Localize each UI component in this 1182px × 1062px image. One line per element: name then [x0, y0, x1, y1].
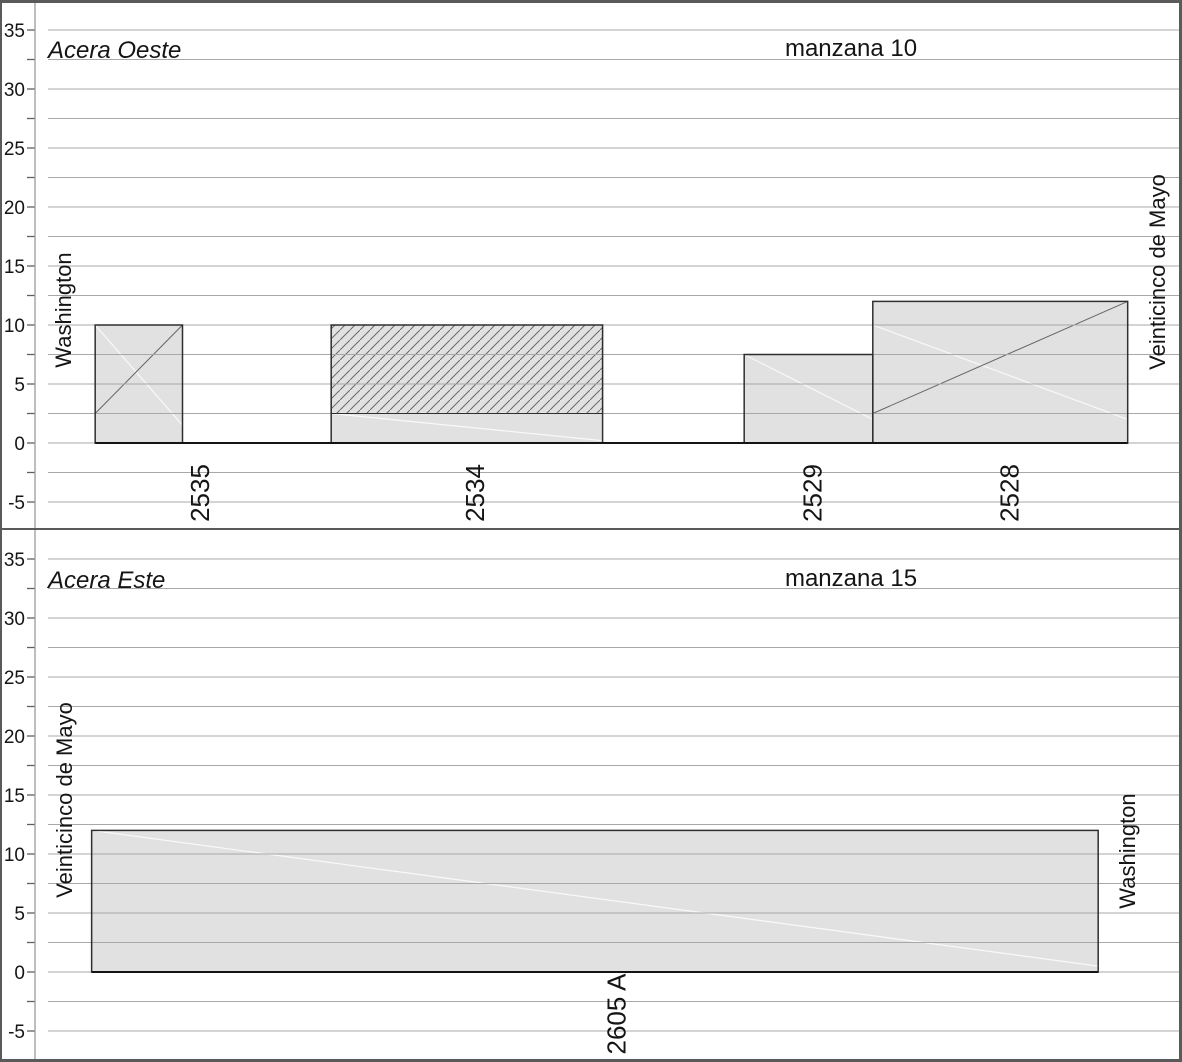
panel-acera-oeste: -5 0 5 10 15 20 25 30 35 2535 2534 2529 2528 Acera O… [0, 0, 1182, 530]
panel-title-este: Acera Este [46, 567, 165, 594]
faint-diagonal-line [331, 412, 603, 442]
y-axis-tick-label: 5 [14, 375, 25, 396]
street-label-veinticinco-west: Veinticinco de Mayo [1145, 174, 1170, 370]
y-axis-tick-label: 0 [14, 963, 25, 984]
border-right [1179, 0, 1182, 1062]
chart-layer-oeste: -5 0 5 10 15 20 25 30 35 2535 2534 2529 2528 [4, 0, 1179, 528]
y-axis-tick-label: 20 [4, 727, 25, 748]
building-bar-fill [744, 354, 873, 443]
y-axis-tick-label: 15 [4, 786, 25, 807]
roof-diagonal-line [94, 324, 183, 414]
faint-diagonal-line [91, 829, 1099, 967]
lot-number-label: 2605 A [602, 973, 632, 1055]
y-axis-tick-label: 25 [4, 668, 25, 689]
panel-acera-este: -5 0 5 10 15 20 25 30 35 2605 A Acera Este manzan… [0, 530, 1182, 1062]
y-axis-tick-label: 35 [4, 550, 25, 571]
street-label-washington-west: Washington [51, 252, 76, 367]
y-axis-tick-label: -5 [8, 1022, 25, 1043]
plot-area-oeste: -5 0 5 10 15 20 25 30 35 2535 2534 2529 2528 Acera O… [4, 0, 1179, 528]
faint-diagonal-line [94, 324, 183, 426]
border-bottom [0, 1059, 1182, 1062]
y-axis-tick-label: 25 [4, 139, 25, 160]
y-axis-tick-label: 10 [4, 316, 25, 337]
panel-title-oeste: Acera Oeste [46, 37, 181, 64]
y-axis-tick-label: 30 [4, 609, 25, 630]
y-axis-tick-label: 0 [14, 434, 25, 455]
lot-number-label: 2535 [185, 464, 215, 522]
building-bar-fill [91, 830, 1099, 972]
y-axis-tick-label: -5 [8, 493, 25, 514]
street-label-washington-east: Washington [1115, 793, 1140, 908]
border-left [0, 0, 2, 1062]
chart-layer-este: -5 0 5 10 15 20 25 30 35 2605 A [4, 530, 1179, 1059]
border-top [0, 0, 1182, 3]
hatched-upper-section [331, 325, 603, 414]
lot-number-label: 2528 [995, 464, 1025, 522]
street-label-veinticinco-east: Veinticinco de Mayo [52, 702, 77, 898]
plot-area-este: -5 0 5 10 15 20 25 30 35 2605 A Acera Este manzan… [4, 530, 1179, 1059]
y-axis-tick-label: 10 [4, 845, 25, 866]
y-axis-tick-label: 30 [4, 80, 25, 101]
y-axis-tick-label: 15 [4, 257, 25, 278]
block-label-manzana-10: manzana 10 [785, 35, 917, 62]
roof-diagonal-line [872, 300, 1128, 414]
block-label-manzana-15: manzana 15 [785, 565, 917, 592]
y-axis-tick-label: 35 [4, 21, 25, 42]
y-axis-tick-label: 5 [14, 904, 25, 925]
panel-divider [0, 528, 1182, 530]
lot-number-label: 2529 [798, 464, 828, 522]
y-axis-tick-label: 20 [4, 198, 25, 219]
faint-diagonal-line [743, 353, 874, 420]
lot-number-label: 2534 [460, 464, 490, 522]
faint-diagonal-line [872, 324, 1128, 420]
